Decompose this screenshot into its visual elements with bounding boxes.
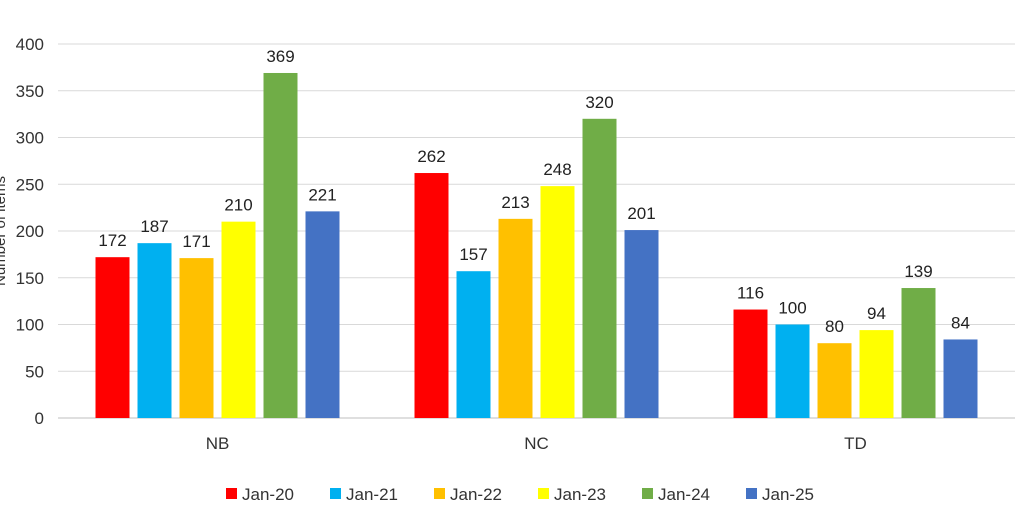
legend-label: Jan-20 xyxy=(242,485,294,504)
legend-item-jan-24: Jan-24 xyxy=(642,485,710,504)
y-tick-label: 100 xyxy=(16,316,44,335)
legend-swatch xyxy=(538,488,549,499)
data-label: 262 xyxy=(417,147,445,166)
bars xyxy=(95,72,978,419)
bar-nc-jan-25 xyxy=(624,230,659,418)
y-tick-label: 0 xyxy=(35,409,44,428)
y-tick-label: 50 xyxy=(25,362,44,381)
legend-item-jan-21: Jan-21 xyxy=(330,485,398,504)
data-label: 210 xyxy=(224,196,252,215)
bar-nc-jan-23 xyxy=(540,186,575,418)
legend-label: Jan-22 xyxy=(450,485,502,504)
data-label: 201 xyxy=(627,204,655,223)
bar-nb-jan-21 xyxy=(137,243,172,418)
bar-nc-jan-22 xyxy=(498,218,533,418)
legend-swatch xyxy=(642,488,653,499)
bar-nb-jan-23 xyxy=(221,221,256,418)
y-axis-title: Number of items xyxy=(0,176,9,286)
data-label: 139 xyxy=(904,262,932,281)
legend-item-jan-25: Jan-25 xyxy=(746,485,814,504)
bar-td-jan-23 xyxy=(859,330,894,418)
bar-nc-jan-20 xyxy=(414,173,449,418)
y-axis: 0 50 100 150 200 250 300 350 400 Number of items xyxy=(0,35,44,428)
bar-td-jan-22 xyxy=(817,343,852,418)
legend: Jan-20 Jan-21 Jan-22 Jan-23 Jan-24 Jan-25 xyxy=(226,485,814,504)
y-tick-label: 200 xyxy=(16,222,44,241)
bar-td-jan-24 xyxy=(901,288,936,418)
bar-nc-jan-24 xyxy=(582,118,617,419)
bar-td-jan-21 xyxy=(775,324,810,418)
data-label: 248 xyxy=(543,160,571,179)
x-category-label: TD xyxy=(844,434,867,453)
legend-swatch xyxy=(434,488,445,499)
legend-label: Jan-25 xyxy=(762,485,814,504)
bar-td-jan-20 xyxy=(733,309,768,418)
data-label: 187 xyxy=(140,217,168,236)
y-tick-label: 300 xyxy=(16,129,44,148)
data-label: 369 xyxy=(266,47,294,66)
bar-nb-jan-20 xyxy=(95,257,130,418)
bar-nb-jan-24 xyxy=(263,72,298,419)
data-label: 84 xyxy=(951,313,970,332)
data-label: 221 xyxy=(308,185,336,204)
data-label: 116 xyxy=(737,284,764,303)
legend-swatch xyxy=(226,488,237,499)
data-label: 100 xyxy=(778,299,806,318)
y-tick-label: 150 xyxy=(16,269,44,288)
data-label: 171 xyxy=(182,232,210,251)
data-label: 172 xyxy=(98,231,126,250)
bar-nb-jan-25 xyxy=(305,211,340,418)
legend-swatch xyxy=(330,488,341,499)
data-label: 94 xyxy=(867,304,886,323)
legend-label: Jan-24 xyxy=(658,485,710,504)
legend-label: Jan-23 xyxy=(554,485,606,504)
x-axis: NB NC TD xyxy=(206,434,867,453)
x-category-label: NB xyxy=(206,434,230,453)
bar-nc-jan-21 xyxy=(456,271,491,418)
y-tick-label: 350 xyxy=(16,82,44,101)
data-label: 320 xyxy=(585,93,613,112)
legend-item-jan-23: Jan-23 xyxy=(538,485,606,504)
bar-td-jan-25 xyxy=(943,339,978,418)
gridlines xyxy=(58,43,1015,419)
legend-item-jan-20: Jan-20 xyxy=(226,485,294,504)
legend-swatch xyxy=(746,488,757,499)
y-tick-label: 400 xyxy=(16,35,44,54)
data-labels: 172 187 171 210 369 221 262 157 213 248 320 201 116 1… xyxy=(98,47,970,336)
x-category-label: NC xyxy=(524,434,549,453)
y-tick-label: 250 xyxy=(16,175,44,194)
data-label: 157 xyxy=(459,245,487,264)
bar-nb-jan-22 xyxy=(179,258,214,418)
legend-label: Jan-21 xyxy=(346,485,398,504)
legend-item-jan-22: Jan-22 xyxy=(434,485,502,504)
data-label: 213 xyxy=(501,193,529,212)
data-label: 80 xyxy=(825,317,844,336)
